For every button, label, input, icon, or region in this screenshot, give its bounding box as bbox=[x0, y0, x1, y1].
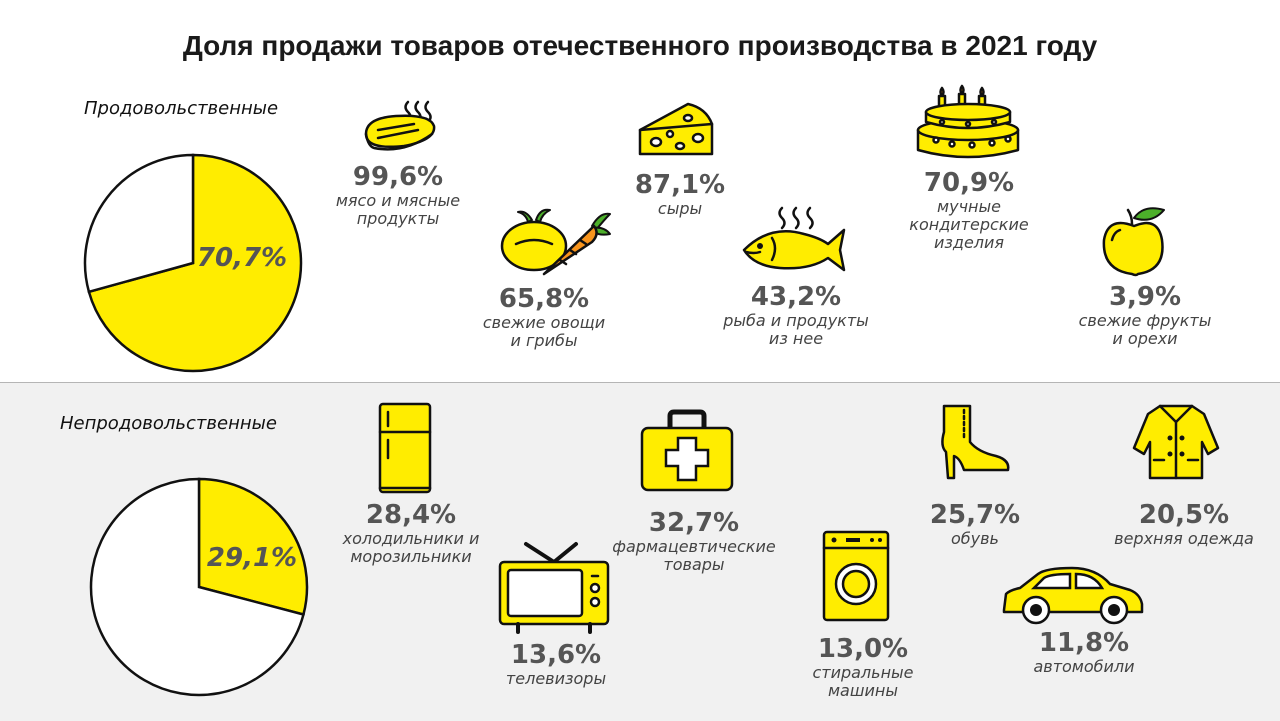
tv-icon bbox=[498, 542, 610, 634]
non-food-pie-chart: 29,1% bbox=[89, 477, 309, 697]
coat-icon bbox=[1132, 404, 1220, 480]
cheese-icon bbox=[638, 102, 714, 156]
fruits-label: свежие фрукты и орехи bbox=[1078, 311, 1212, 348]
fruits-value: 3,9% bbox=[1108, 282, 1182, 312]
shoes-value: 25,7% bbox=[929, 500, 1021, 530]
washers-label: стиральные машины bbox=[812, 663, 914, 700]
fridges-value: 28,4% bbox=[365, 500, 457, 530]
outerwear-label: верхняя одежда bbox=[1114, 529, 1254, 548]
food-section-label: Продовольственные bbox=[84, 98, 279, 119]
cheese-item: 87,1% сыры bbox=[600, 170, 760, 218]
chart-title: Доля продажи товаров отечественного прои… bbox=[182, 30, 1098, 61]
shoes-item: 25,7% обувь bbox=[900, 500, 1050, 548]
vegetables-label: свежие овощи и грибы bbox=[482, 313, 606, 350]
pharma-label: фармацевтические товары bbox=[612, 537, 776, 574]
tv-item: 13,6% телевизоры bbox=[476, 640, 636, 688]
cake-icon bbox=[916, 84, 1020, 159]
food-pie-chart: 70,7% bbox=[83, 153, 303, 373]
apple-icon bbox=[1102, 207, 1165, 277]
food-pie-slice-0 bbox=[87, 153, 303, 373]
boot-icon bbox=[941, 404, 1010, 480]
tv-label: телевизоры bbox=[505, 669, 607, 688]
steak-icon bbox=[364, 100, 436, 151]
cheese-label: сыры bbox=[657, 199, 703, 218]
fridges-item: 28,4% холодильники и морозильники bbox=[326, 500, 496, 566]
first-aid-kit-icon bbox=[640, 409, 734, 492]
cars-value: 11,8% bbox=[1038, 628, 1130, 658]
meat-value: 99,6% bbox=[352, 162, 444, 192]
car-icon bbox=[1002, 566, 1144, 625]
fish-icon bbox=[742, 206, 846, 272]
fish-label: рыба и продукты из нее bbox=[723, 311, 869, 348]
meat-item: 99,6% мясо и мясные продукты bbox=[318, 162, 478, 228]
fridge-icon bbox=[378, 402, 432, 494]
meat-label: мясо и мясные продукты bbox=[335, 191, 461, 228]
outerwear-value: 20,5% bbox=[1138, 500, 1230, 530]
pharma-item: 32,7% фармацевтические товары bbox=[594, 508, 794, 574]
cake-item: 70,9% мучные кондитерские изделия bbox=[884, 168, 1054, 252]
cars-item: 11,8% автомобили bbox=[1004, 628, 1164, 676]
vegetables-item: 65,8% свежие овощи и грибы bbox=[464, 284, 624, 350]
non-food-pie-slice-1 bbox=[89, 477, 305, 697]
cake-value: 70,9% bbox=[923, 168, 1015, 198]
non-food-section-label: Непродовольственные bbox=[60, 413, 277, 434]
washers-value: 13,0% bbox=[817, 634, 909, 664]
food-pie-slice-1 bbox=[83, 153, 195, 294]
non-food-pie-slice-label-0: 29,1% bbox=[207, 543, 297, 573]
pharma-value: 32,7% bbox=[648, 508, 740, 538]
tv-value: 13,6% bbox=[510, 640, 602, 670]
shoes-label: обувь bbox=[951, 529, 999, 548]
fish-value: 43,2% bbox=[750, 282, 842, 312]
vegetables-icon bbox=[500, 208, 611, 276]
fish-item: 43,2% рыба и продукты из нее bbox=[706, 282, 886, 348]
food-pie-slice-label-0: 70,7% bbox=[197, 243, 287, 273]
washing-machine-icon bbox=[822, 530, 890, 622]
non-food-pie-slice-0 bbox=[197, 477, 309, 617]
cake-label: мучные кондитерские изделия bbox=[909, 197, 1029, 252]
washers-item: 13,0% стиральные машины bbox=[788, 634, 938, 700]
vegetables-value: 65,8% bbox=[498, 284, 590, 314]
outerwear-item: 20,5% верхняя одежда bbox=[1104, 500, 1264, 548]
fruits-item: 3,9% свежие фрукты и орехи bbox=[1060, 282, 1230, 348]
cars-label: автомобили bbox=[1033, 657, 1135, 676]
fridges-label: холодильники и морозильники bbox=[342, 529, 480, 566]
cheese-value: 87,1% bbox=[634, 170, 726, 200]
